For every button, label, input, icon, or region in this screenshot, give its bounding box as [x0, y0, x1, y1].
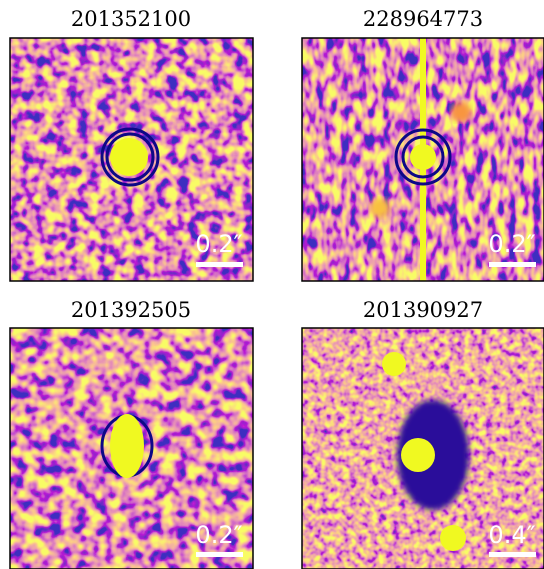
ring [105, 132, 155, 182]
scale-bar [489, 262, 536, 267]
ring [100, 127, 160, 187]
scale-label: 0.4″ [488, 521, 535, 549]
scale-label: 0.2″ [195, 521, 242, 549]
scale-bar [196, 552, 243, 557]
star [110, 138, 148, 176]
source [370, 198, 390, 218]
panel-image: 0.2″ [9, 327, 254, 569]
panel-image: 0.4″ [301, 327, 544, 569]
scale-bar [196, 262, 243, 267]
frame [9, 37, 254, 282]
panel-image: 0.2″ [301, 37, 544, 282]
source [440, 525, 466, 551]
source [451, 102, 471, 122]
frame [301, 37, 544, 282]
panel-title: 201352100 [71, 7, 191, 31]
scale-label: 0.2″ [488, 230, 535, 258]
source [382, 352, 406, 376]
star [401, 438, 435, 472]
panel-image: 0.2″ [9, 37, 254, 282]
scale-label: 0.2″ [195, 230, 242, 258]
frame [9, 327, 254, 569]
scale-bar [489, 552, 536, 557]
panel-title: 201392505 [71, 298, 191, 322]
star [410, 144, 436, 170]
ring [401, 135, 445, 179]
star [110, 414, 144, 478]
panel-title: 201390927 [363, 298, 483, 322]
ring [394, 128, 452, 186]
panel-title: 228964773 [363, 7, 483, 31]
frame [301, 327, 544, 569]
